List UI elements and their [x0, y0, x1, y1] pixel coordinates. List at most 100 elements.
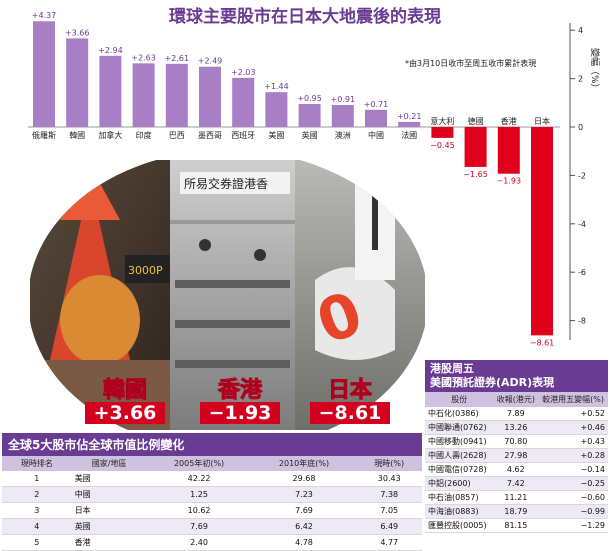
- table-cell: 匯豐控股(0005): [425, 518, 494, 533]
- y-tick-label: -8: [578, 317, 586, 326]
- table-cell: 42.22: [146, 471, 252, 487]
- table-cell: 中國電信(0728): [425, 462, 494, 477]
- table-cell: 7.23: [251, 486, 357, 503]
- category-label: 西班牙: [231, 130, 255, 140]
- table-cell: 81.15: [493, 518, 539, 533]
- table-row: 中國移動(0941) 70.80 +0.43: [425, 434, 608, 449]
- highlight-japan: 日本 −8.61: [310, 372, 390, 424]
- category-label: 加拿大: [98, 130, 122, 140]
- table-cell: 13.26: [493, 420, 539, 435]
- table-cell: 7.89: [493, 407, 539, 421]
- table-header: 2010年底(%): [251, 456, 357, 471]
- table-cell: 7.69: [146, 518, 252, 535]
- highlight-hongkong: 香港 −1.93: [200, 372, 280, 424]
- data-label: −1.93: [497, 177, 522, 186]
- table-cell: 3: [2, 502, 72, 519]
- table-cell: +0.52: [538, 407, 608, 421]
- data-label: +0.71: [364, 100, 389, 109]
- table-cell: 7.42: [493, 476, 539, 491]
- bar: [165, 63, 188, 127]
- highlight-hongkong-name: 香港: [217, 378, 262, 404]
- y-tick-label: -4: [578, 220, 586, 229]
- category-label: 意大利: [430, 116, 454, 126]
- table-header: 現時排名: [2, 456, 72, 471]
- data-label: −0.45: [430, 141, 455, 150]
- table-cell: 7.69: [251, 502, 357, 519]
- table-cell: 30.43: [356, 471, 422, 487]
- table-cell: 2.40: [146, 534, 252, 551]
- table-cell: +0.43: [538, 434, 608, 449]
- table-cell: −0.60: [538, 490, 608, 505]
- table-cell: −0.99: [538, 504, 608, 519]
- highlight-korea-name: 韓國: [102, 378, 147, 404]
- table-header: 股份: [425, 392, 494, 407]
- adr-grid: 股份 收報(港元) 較港用五變幅(%) 中石化(0386) 7.89 +0.52 中國聯通…: [425, 392, 608, 533]
- data-label: +2.63: [131, 53, 156, 62]
- table-cell: 7.05: [356, 502, 422, 519]
- photo-collage-svg: 3000P 所易交券證港香 0: [30, 150, 425, 430]
- table-cell: 4: [2, 518, 72, 535]
- table-cell: 中國移動(0941): [425, 434, 494, 449]
- table-cell: 日本: [71, 502, 147, 519]
- bar-layer: +4.37 俄羅斯 +3.66 韓國 +2.94 加拿大 +2.63 印度 +2.61 巴西 +2.…: [32, 11, 555, 347]
- market-cap-table-title: 全球5大股市佔全球市值比例變化: [2, 433, 422, 456]
- table-cell: 美國: [71, 471, 147, 487]
- category-label: 美國: [268, 130, 284, 140]
- data-label: +0.91: [331, 95, 356, 104]
- bar: [33, 21, 55, 127]
- category-label: 德國: [468, 116, 484, 126]
- photo-sign-1: 3000P: [128, 264, 163, 277]
- y-tick-label: -2: [578, 171, 586, 180]
- bar: [132, 63, 155, 127]
- data-label: +4.37: [32, 11, 57, 20]
- table-row: 中鋁(2600) 7.42 −0.25: [425, 476, 608, 491]
- table-cell: 7.38: [356, 486, 422, 503]
- data-label: +2.49: [198, 57, 223, 66]
- category-label: 澳洲: [335, 130, 351, 140]
- highlight-korea-value: +3.66: [85, 402, 165, 424]
- bar: [497, 127, 520, 174]
- y-tick-label: 2: [578, 75, 583, 84]
- data-label: +1.44: [264, 82, 289, 91]
- adr-table-title: 港股周五 美國預託證券(ADR)表現: [425, 360, 608, 392]
- y-axis-label: 變幅（%）: [589, 48, 601, 93]
- bar: [199, 66, 221, 127]
- y-tick-label: 0: [578, 123, 583, 132]
- bull-statue: [60, 275, 140, 365]
- adr-title-line2: 美國預託證券(ADR)表現: [430, 376, 555, 389]
- table-cell: 1: [2, 471, 72, 487]
- table-cell: 27.98: [493, 448, 539, 463]
- highlight-japan-value: −8.61: [310, 402, 390, 424]
- table-header: 較港用五變幅(%): [538, 392, 608, 407]
- table-header: 國家/地區: [71, 456, 147, 471]
- table-cell: 中海油(0883): [425, 504, 494, 519]
- bar: [464, 127, 487, 167]
- bar: [232, 77, 255, 127]
- table-cell: 18.79: [493, 504, 539, 519]
- table-header: 2005年初(%): [146, 456, 252, 471]
- table-row: 5 香港 2.40 4.78 4.77: [2, 534, 422, 551]
- table-cell: −1.29: [538, 518, 608, 533]
- table-cell: 香港: [71, 534, 147, 551]
- table-cell: −0.25: [538, 476, 608, 491]
- hongkong-photo: [170, 160, 295, 430]
- table-cell: 29.68: [251, 471, 357, 487]
- table-header: 收報(港元): [493, 392, 539, 407]
- data-label: +0.21: [397, 112, 422, 121]
- table-cell: 1.25: [146, 486, 252, 503]
- market-cap-table: 全球5大股市佔全球市值比例變化 現時排名 國家/地區 2005年初(%) 2010年底…: [2, 433, 422, 551]
- table-row: 4 英國 7.69 6.42 6.49: [2, 518, 422, 535]
- table-header: 現時(%): [356, 456, 422, 471]
- table-cell: 4.77: [356, 534, 422, 551]
- table-cell: 中石油(0857): [425, 490, 494, 505]
- bar: [265, 92, 288, 127]
- table-cell: 6.49: [356, 518, 422, 535]
- table-cell: 英國: [71, 518, 147, 535]
- table-row: 3 日本 10.62 7.69 7.05: [2, 502, 422, 519]
- category-label: 英國: [302, 130, 318, 140]
- category-label: 法國: [401, 130, 417, 140]
- table-cell: 11.21: [493, 490, 539, 505]
- data-label: +2.03: [231, 68, 256, 77]
- table-cell: −0.14: [538, 462, 608, 477]
- table-cell: 4.78: [251, 534, 357, 551]
